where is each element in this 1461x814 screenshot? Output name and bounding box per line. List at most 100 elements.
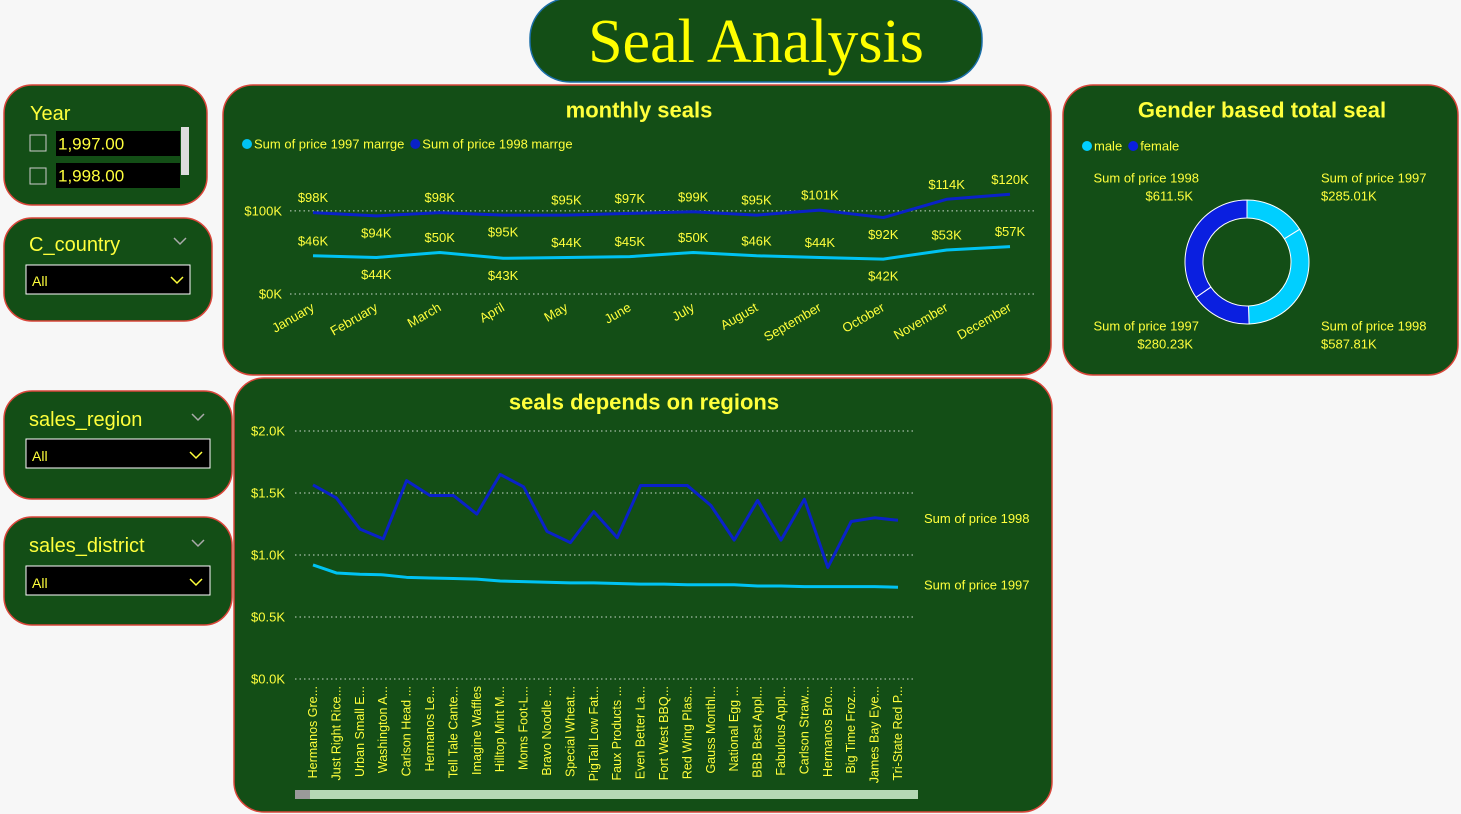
data-label: $44K xyxy=(551,235,582,250)
chevron[interactable] xyxy=(191,539,205,548)
series-label: Sum of price 1998 xyxy=(924,511,1030,526)
x-tick-label: Hermanos Gre... xyxy=(306,686,320,778)
x-tick-label: Faux Products ... xyxy=(610,686,624,780)
data-label: $43K xyxy=(488,268,519,283)
scrollbar-thumb[interactable] xyxy=(295,790,310,799)
data-label: $53K xyxy=(931,227,962,242)
chevron[interactable] xyxy=(189,578,203,587)
y-tick-label: $0K xyxy=(259,287,282,302)
option-box[interactable] xyxy=(56,163,180,188)
x-tick-label: PigTail Low Fat... xyxy=(587,686,601,781)
donut-label: Sum of price 1998 xyxy=(1093,171,1199,186)
dropdown-value[interactable]: All xyxy=(32,448,48,464)
scrollbar[interactable] xyxy=(181,127,189,175)
x-tick-label: BBB Best Appl... xyxy=(751,686,765,778)
chevron[interactable] xyxy=(189,451,203,460)
legend-label: male xyxy=(1094,139,1122,154)
x-tick-label: Even Better La... xyxy=(634,686,648,779)
legend-marker xyxy=(1082,141,1092,151)
data-label: $92K xyxy=(868,227,899,242)
data-label: $46K xyxy=(741,233,772,248)
chart-panel xyxy=(222,84,1052,376)
x-tick-label: Red Wing Plas... xyxy=(680,686,694,779)
chart-title: Gender based total seal xyxy=(1138,98,1386,123)
dropdown-value[interactable]: All xyxy=(32,575,48,591)
data-label: $114K xyxy=(928,177,965,192)
donut-label: Sum of price 1998 xyxy=(1321,319,1427,334)
chart-panel xyxy=(1062,84,1459,376)
chevron[interactable] xyxy=(170,276,184,285)
chevron[interactable] xyxy=(191,413,205,422)
x-tick-label: Gauss Monthl... xyxy=(704,686,718,774)
dropdown[interactable] xyxy=(25,565,211,596)
x-tick-label: Just Right Rice... xyxy=(329,686,343,780)
data-label: $44K xyxy=(361,267,392,282)
data-label: $98K xyxy=(425,190,456,205)
chart-panel xyxy=(233,377,1053,813)
donut-value: $611.5K xyxy=(1146,189,1194,204)
data-label: $97K xyxy=(615,191,646,206)
dropdown[interactable] xyxy=(25,438,211,469)
donut-label: Sum of price 1997 xyxy=(1321,171,1427,186)
data-label: $95K xyxy=(741,193,772,208)
data-label: $44K xyxy=(805,235,836,250)
y-tick-label: $0.0K xyxy=(251,672,285,687)
line-series xyxy=(312,563,899,589)
chart-title: monthly seals xyxy=(566,98,713,123)
donut-value: $587.81K xyxy=(1321,337,1377,352)
legend-label: Sum of price 1997 marrge xyxy=(254,137,404,152)
data-label: $98K xyxy=(298,190,329,205)
scrollbar-track[interactable] xyxy=(295,790,918,799)
x-tick-label: Bravo Noodle ... xyxy=(540,686,554,776)
checkbox[interactable] xyxy=(29,134,47,152)
x-tick-label: Urban Small E... xyxy=(353,686,367,777)
series-label: Sum of price 1997 xyxy=(924,578,1030,593)
legend-marker xyxy=(1128,141,1139,151)
data-label: $99K xyxy=(678,189,709,204)
chart-title: seals depends on regions xyxy=(509,390,779,415)
x-tick-label: Big Time Froz... xyxy=(844,686,858,774)
data-label: $50K xyxy=(678,230,709,245)
legend-marker xyxy=(410,139,421,149)
dropdown[interactable] xyxy=(25,264,191,295)
legend-label: female xyxy=(1140,139,1179,154)
y-tick-label: $2.0K xyxy=(251,424,285,439)
slicer-title: sales_district xyxy=(29,535,145,557)
line-series xyxy=(312,192,1011,220)
title-box xyxy=(529,0,983,83)
y-tick-label: $100K xyxy=(244,203,282,218)
donut-label: Sum of price 1997 xyxy=(1093,319,1199,334)
legend-marker xyxy=(242,139,252,149)
data-label: $50K xyxy=(425,230,456,245)
data-label: $95K xyxy=(488,225,519,240)
page-title: Seal Analysis xyxy=(588,8,924,76)
data-label: $45K xyxy=(615,234,646,249)
x-tick-label: Special Wheat... xyxy=(563,686,577,777)
data-label: $57K xyxy=(995,224,1026,239)
chevron[interactable] xyxy=(173,237,187,246)
legend-label: Sum of price 1998 marrge xyxy=(422,137,572,152)
option-box[interactable] xyxy=(56,131,180,156)
slicer-title: sales_region xyxy=(29,409,142,431)
slicer-option[interactable]: 1,997.00 xyxy=(58,135,124,154)
x-tick-label: Hilltop Mint M... xyxy=(493,686,507,772)
x-tick-label: Washington A... xyxy=(376,686,390,773)
x-tick-label: Carlson Straw... xyxy=(797,686,811,774)
donut-value: $285.01K xyxy=(1321,189,1377,204)
slicer-title: C_country xyxy=(29,234,120,256)
line-series xyxy=(312,472,899,569)
x-tick-label: Fabulous Appl... xyxy=(774,686,788,776)
x-tick-label: Imagine Waffles xyxy=(470,686,484,775)
x-tick-label: Hermanos Le... xyxy=(423,686,437,771)
y-tick-label: $1.5K xyxy=(251,486,285,501)
x-tick-label: Fort West BBQ... xyxy=(657,686,671,780)
donut-value: $280.23K xyxy=(1137,337,1193,352)
x-tick-label: National Egg ... xyxy=(727,686,741,771)
donut-segment xyxy=(1184,199,1248,299)
x-tick-label: Carlson Head ... xyxy=(400,686,414,776)
x-tick-label: Moms Foot-L... xyxy=(517,686,531,770)
slicer-option[interactable]: 1,998.00 xyxy=(58,167,124,186)
dropdown-value[interactable]: All xyxy=(32,273,48,289)
data-label: $101K xyxy=(801,188,839,203)
checkbox[interactable] xyxy=(29,167,47,185)
